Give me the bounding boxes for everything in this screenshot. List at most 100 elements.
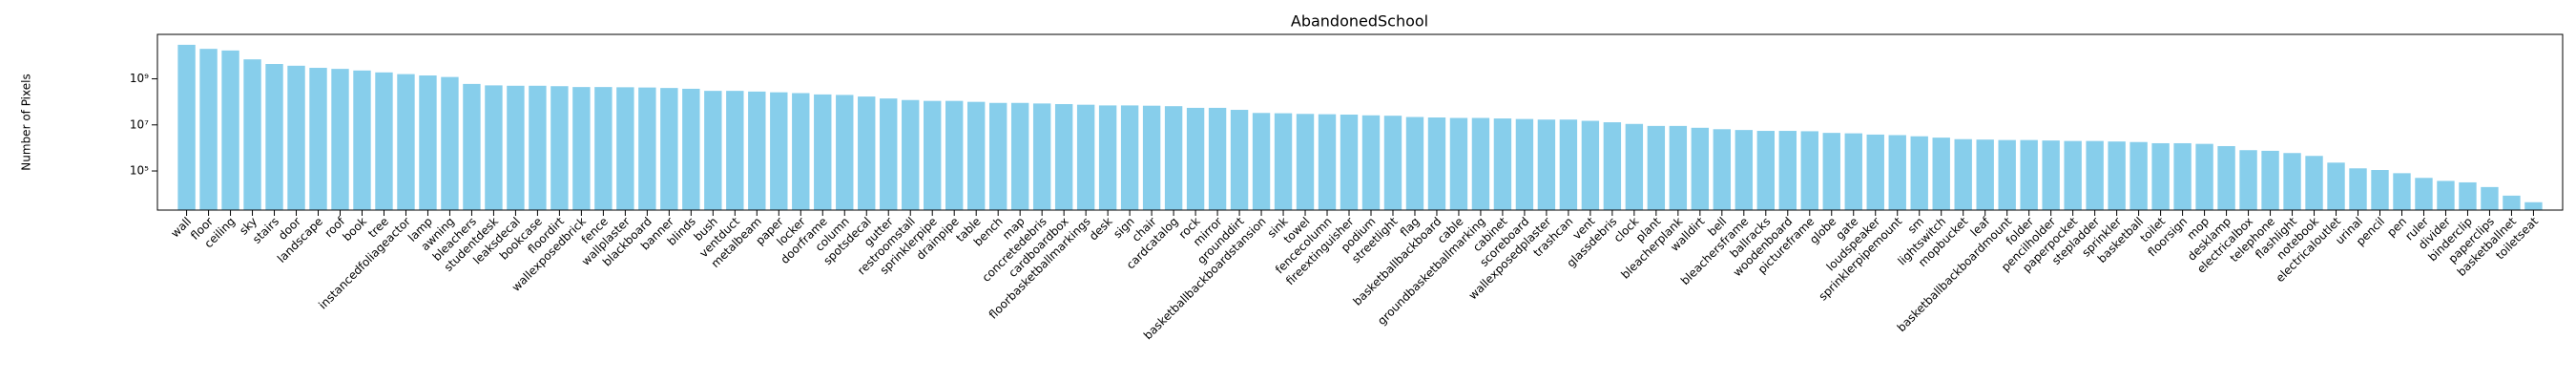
bar: [2503, 195, 2521, 210]
bar: [507, 85, 525, 210]
bar: [1778, 131, 1797, 210]
bar: [1318, 114, 1337, 210]
bar: [1493, 118, 1512, 210]
bar: [2217, 145, 2235, 210]
bar: [1449, 117, 1468, 210]
bar: [1976, 139, 1994, 210]
bar: [1383, 116, 1402, 210]
bar: [1691, 127, 1710, 210]
bar: [2305, 156, 2323, 210]
bar: [1274, 113, 1293, 210]
bar: [1954, 138, 1972, 210]
x-tick-label: wall: [168, 215, 194, 241]
bar: [2371, 170, 2389, 210]
bar: [858, 96, 876, 210]
bar: [1427, 117, 1446, 210]
bar: [2393, 173, 2411, 210]
bar: [2459, 181, 2477, 210]
bar: [397, 74, 415, 210]
bar: [331, 69, 349, 210]
bar: [792, 93, 810, 210]
bar: [1998, 139, 2016, 210]
bar: [1844, 133, 1862, 210]
bar: [1405, 117, 1424, 210]
chart-title: AbandonedSchool: [1291, 12, 1428, 31]
bar: [1010, 102, 1029, 210]
bar: [1208, 107, 1227, 210]
bar: [419, 75, 437, 211]
bar: [1515, 118, 1534, 210]
bar: [1581, 120, 1600, 210]
bar: [1076, 104, 1095, 210]
bar: [1142, 105, 1161, 210]
bar: [2151, 142, 2170, 210]
bar: [814, 94, 832, 210]
x-tick-label: desk: [1087, 215, 1115, 244]
bar: [770, 92, 788, 210]
bar: [1735, 130, 1754, 210]
bar: [594, 87, 613, 210]
bar: [1669, 125, 1688, 210]
bar: [265, 64, 283, 210]
bar: [2349, 168, 2367, 210]
bar: [2108, 141, 2126, 210]
y-axis-label: Number of Pixels: [20, 74, 33, 170]
y-tick-label: 10⁵: [130, 164, 149, 178]
bar: [287, 65, 305, 211]
bar: [2129, 141, 2148, 210]
bar: [1296, 114, 1315, 210]
bar: [1625, 123, 1644, 210]
bar: [1340, 114, 1359, 210]
bar: [243, 59, 261, 210]
bar: [924, 100, 942, 210]
bar: [1888, 135, 1906, 210]
bar: [441, 76, 459, 210]
bar: [529, 85, 547, 210]
bar: [1471, 117, 1490, 210]
bar: [616, 87, 634, 210]
bar: [199, 49, 218, 210]
bar: [1603, 122, 1622, 210]
bar: [551, 86, 569, 210]
bar: [177, 44, 196, 211]
bar: [1164, 106, 1183, 210]
bar: [485, 85, 503, 211]
bar: [1559, 119, 1578, 210]
bar: [1186, 107, 1205, 210]
bar: [1361, 115, 1381, 210]
x-tick-label: book: [341, 215, 370, 244]
bar: [1932, 138, 1950, 210]
bar: [2042, 140, 2060, 210]
bar: [375, 72, 393, 210]
bar: [726, 91, 744, 210]
bar: [902, 99, 920, 210]
bar: [1098, 105, 1117, 210]
bar: [2327, 162, 2345, 210]
bar: [2415, 178, 2433, 210]
bar: [1230, 110, 1249, 210]
bar: [2064, 140, 2082, 210]
y-tick-label: 10⁹: [130, 72, 149, 85]
bar: [463, 83, 481, 210]
bar: [2239, 150, 2257, 210]
bar: [1910, 136, 1928, 210]
bar: [966, 101, 986, 210]
bar: [1756, 131, 1775, 210]
bar: [1537, 119, 1556, 210]
bar: [1120, 105, 1139, 210]
bar: [1800, 131, 1818, 210]
bar: [2020, 139, 2038, 210]
bar: [660, 88, 678, 210]
bar: [309, 68, 327, 211]
bar: [2173, 142, 2192, 210]
bar: [221, 50, 239, 211]
y-tick-label: 10⁷: [130, 117, 149, 131]
bar: [682, 88, 700, 210]
bar: [988, 102, 1008, 210]
bar: [2437, 180, 2455, 210]
bar: [2481, 186, 2499, 210]
bar: [1647, 125, 1666, 210]
bar: [2195, 143, 2213, 210]
bar: [638, 87, 656, 210]
